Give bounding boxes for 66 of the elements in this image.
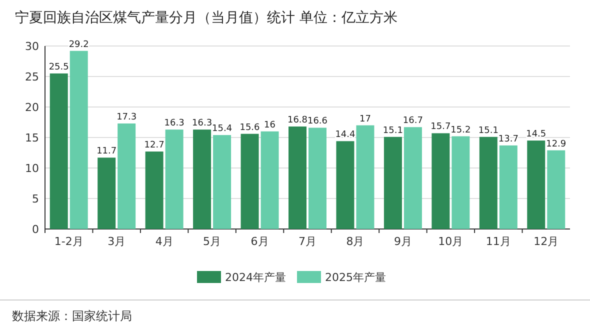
bar — [260, 131, 279, 229]
bar — [308, 128, 326, 229]
bar — [404, 127, 422, 229]
bar — [527, 140, 546, 229]
x-tick-label: 7月 — [298, 235, 316, 248]
y-tick-label: 25 — [25, 70, 39, 84]
x-tick-label: 1-2月 — [54, 235, 84, 248]
bar — [479, 136, 498, 229]
data-label: 17.3 — [116, 112, 137, 122]
x-tick-label: 9月 — [394, 235, 412, 248]
x-tick-label: 5月 — [203, 235, 222, 248]
y-tick-label: 0 — [32, 223, 39, 236]
data-label: 16.3 — [192, 118, 212, 129]
x-tick-label: 6月 — [250, 235, 269, 248]
data-label: 25.5 — [48, 62, 69, 72]
bar — [50, 73, 68, 229]
bar — [118, 123, 136, 229]
data-label: 14.4 — [335, 130, 356, 140]
data-label: 12.7 — [144, 140, 164, 151]
y-tick-label: 15 — [25, 132, 39, 144]
bar — [547, 150, 566, 229]
bar — [98, 158, 116, 229]
bar — [193, 130, 212, 229]
x-tick-label: 4月 — [155, 235, 174, 248]
data-label: 14.5 — [526, 130, 546, 140]
data-label: 16.8 — [287, 116, 308, 126]
data-label: 11.7 — [96, 146, 117, 157]
bar — [240, 134, 259, 229]
x-tick-label: 12月 — [534, 235, 559, 248]
bar — [165, 130, 184, 229]
x-tick-label: 10月 — [438, 235, 464, 248]
y-tick-label: 30 — [25, 40, 39, 53]
legend-label: 2025年产量 — [325, 271, 386, 284]
y-tick-label: 5 — [32, 192, 39, 206]
chart-title: 宁夏回族自治区煤气产量分月（当月值）统计 单位：亿立方米 — [15, 10, 398, 26]
bar — [213, 135, 232, 229]
data-label: 16.6 — [307, 116, 328, 127]
data-label: 15.2 — [450, 125, 471, 136]
bar — [288, 126, 306, 229]
data-label: 16.7 — [402, 116, 423, 126]
data-label: 15.7 — [430, 122, 451, 132]
bar — [384, 136, 402, 229]
data-label: 16 — [264, 120, 276, 130]
data-label: 15.1 — [478, 126, 498, 136]
x-tick-label: 11月 — [486, 235, 511, 248]
data-label: 17 — [360, 114, 371, 124]
y-tick-label: 10 — [25, 162, 39, 175]
bar — [70, 50, 88, 229]
bar — [432, 133, 450, 229]
y-tick-label: 20 — [25, 101, 39, 114]
bar — [452, 136, 470, 229]
bar — [356, 125, 374, 229]
data-label: 15.1 — [382, 126, 403, 136]
data-label: 15.6 — [240, 122, 260, 133]
data-label: 16.3 — [164, 118, 184, 129]
bar — [145, 152, 164, 229]
x-tick-label: 3月 — [108, 235, 126, 248]
legend-label: 2024年产量 — [225, 271, 286, 284]
data-label: 13.7 — [498, 134, 518, 144]
bar — [336, 141, 354, 229]
source-note: 数据来源：国家统计局 — [12, 309, 132, 323]
data-label: 12.9 — [546, 139, 566, 150]
data-label: 15.4 — [212, 124, 232, 134]
bar — [499, 145, 518, 229]
data-label: 29.2 — [68, 40, 89, 50]
x-tick-label: 8月 — [346, 235, 364, 248]
